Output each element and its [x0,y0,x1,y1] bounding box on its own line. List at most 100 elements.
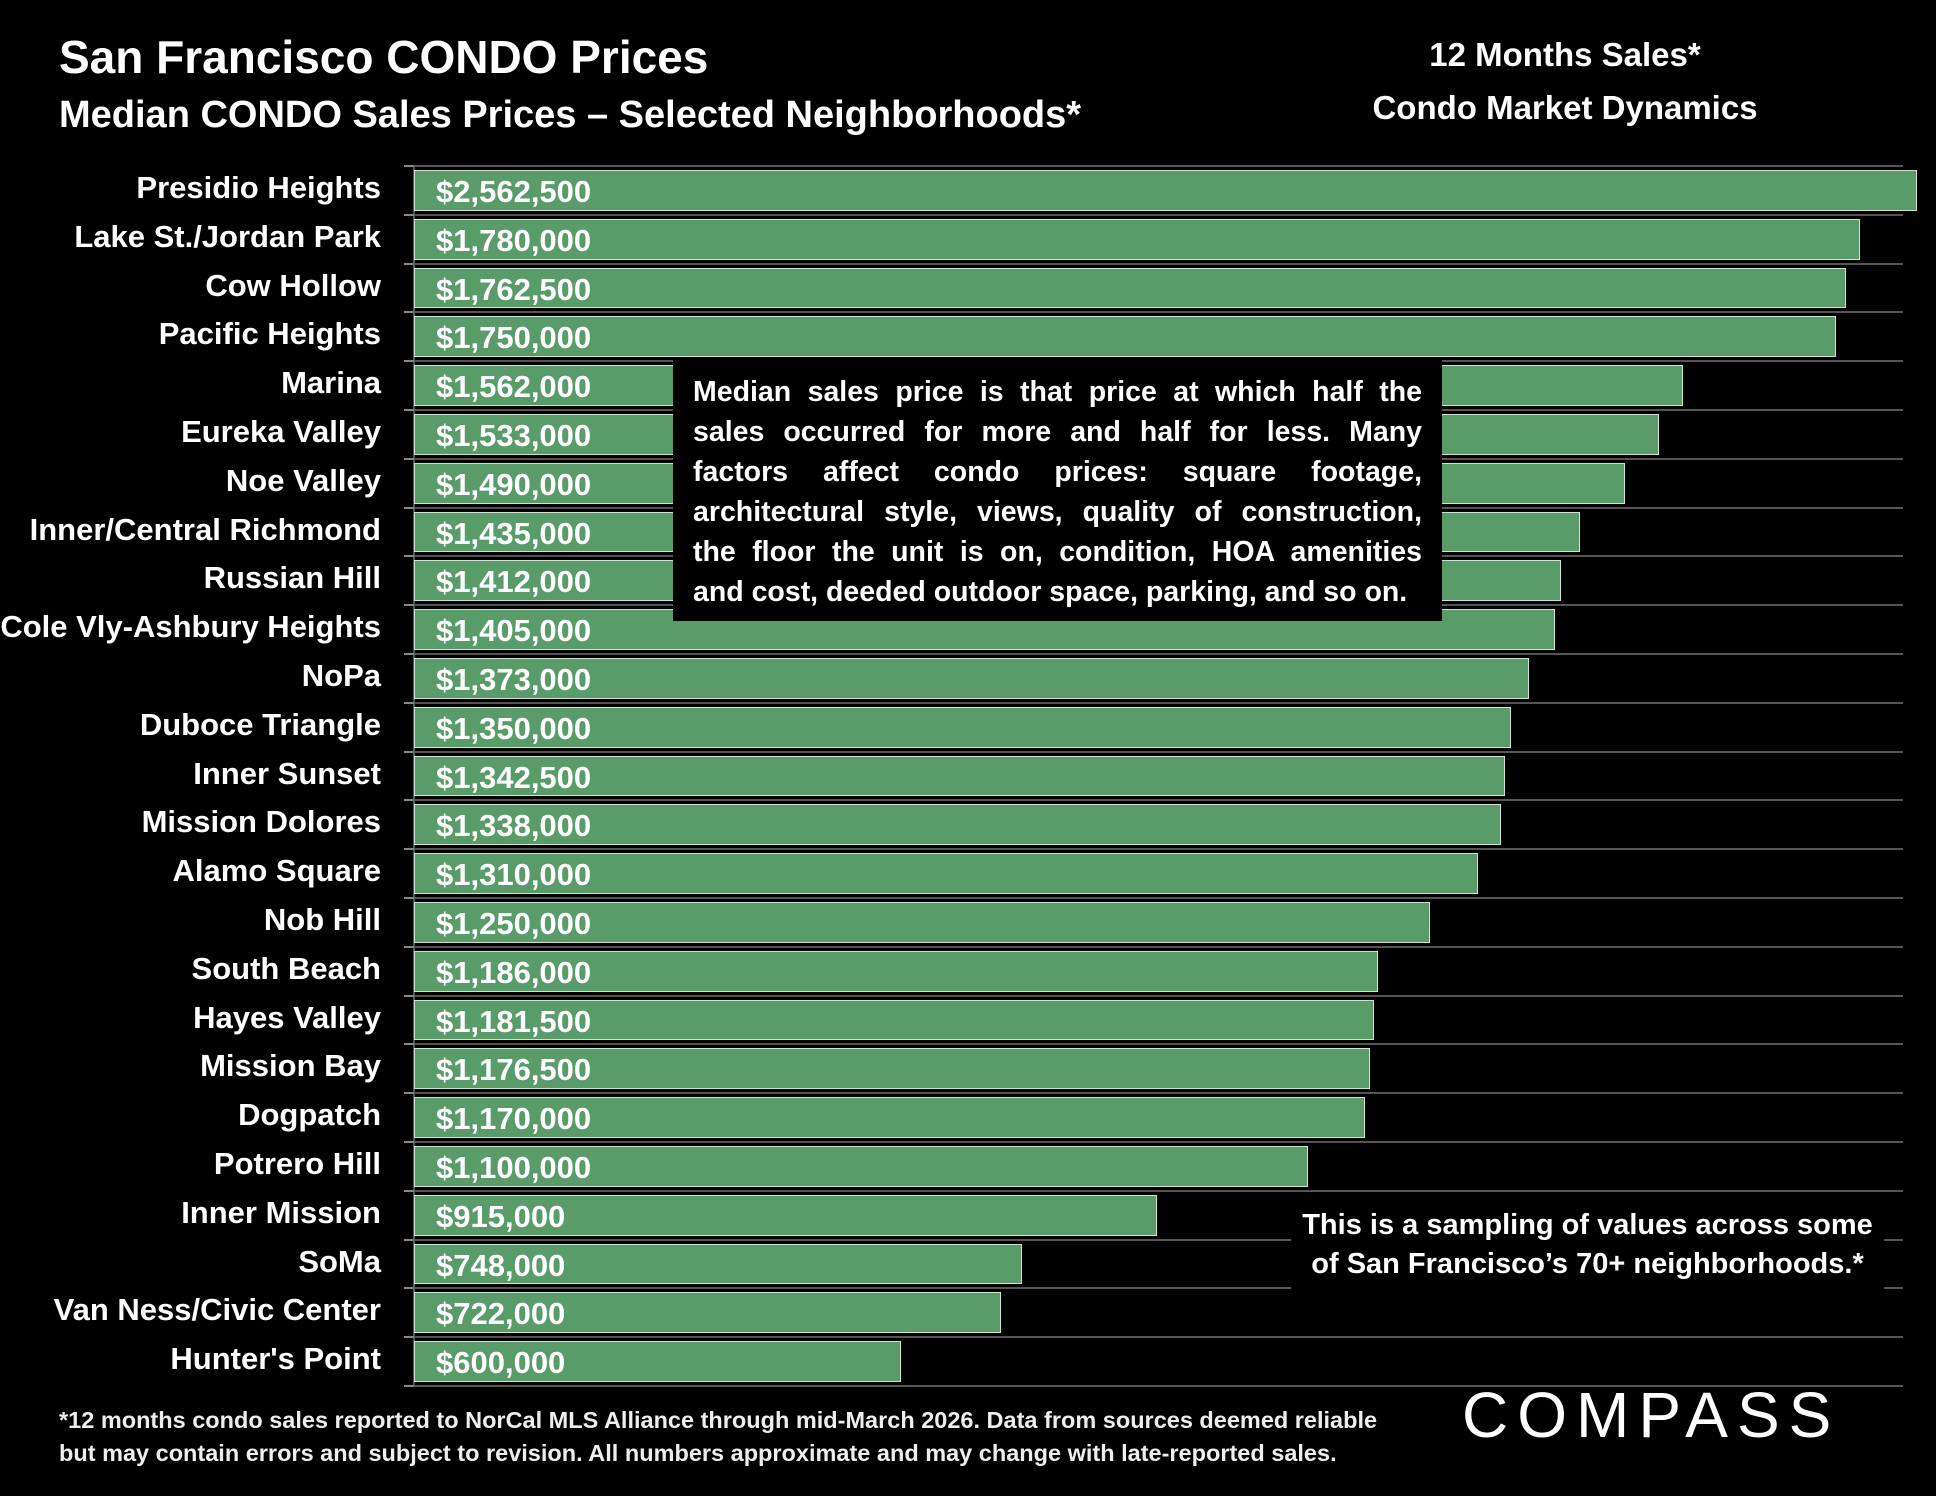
category-label: Cow Hollow [205,267,381,303]
category-label: Presidio Heights [136,170,381,205]
bar [414,1243,1022,1285]
axis-tick [404,262,414,265]
note-line: architectural style, views, quality of c… [693,496,1422,528]
bar-value-label: $1,412,000 [436,564,592,600]
category-label: Marina [281,365,381,401]
bar [414,804,1502,846]
axis-tick [404,409,414,411]
gridline [414,1238,1903,1241]
bar [414,1146,1308,1187]
footnote-line: but may contain errors and subject to re… [59,1440,1337,1466]
note-line: and cost, deeded outdoor space, parking,… [693,576,1408,608]
bar [414,267,1846,309]
axis-tick [404,848,414,851]
bar-value-label: $600,000 [436,1345,566,1381]
axis-tick [404,604,414,607]
axis-tick [404,457,414,460]
bar-value-label: $1,435,000 [436,515,592,551]
gridline [414,1385,1903,1387]
category-label: Russian Hill [203,560,381,596]
bar-value-label: $748,000 [436,1247,566,1283]
bar [414,853,1479,894]
category-label: Pacific Heights [158,316,381,352]
category-label: Potrero Hill [213,1146,381,1181]
category-label: Hunter's Point [170,1341,381,1377]
axis-tick [404,1141,414,1143]
bar-value-label: $722,000 [436,1296,566,1332]
gridline [414,1189,1903,1192]
gridline [414,1336,1903,1339]
gridline [414,1043,1903,1046]
gridline [414,653,1903,655]
gridline [414,311,1903,314]
bar-value-label: $1,310,000 [436,857,592,893]
bar-value-label: $1,780,000 [436,222,592,258]
bar-value-label: $1,350,000 [436,710,592,746]
axis-tick [404,1043,414,1046]
bar-value-label: $1,100,000 [436,1150,592,1185]
gridline [414,262,1903,265]
axis-tick [404,311,414,314]
gridline [414,848,1903,851]
bar [414,1292,1001,1334]
market-heading: Condo Market Dynamics [1372,89,1758,126]
note-line: the floor the unit is on, condition, HOA… [693,536,1422,568]
bar-value-label: $1,250,000 [436,906,592,941]
category-label: Eureka Valley [181,414,381,449]
compass-logo: COMPASS [1462,1379,1841,1451]
bar-value-label: $1,181,500 [436,1003,592,1039]
category-label: Inner/Central Richmond [29,511,381,547]
category-label: Cole Vly-Ashbury Heights [0,609,381,645]
axis-tick [404,360,414,363]
bar-value-label: $1,342,500 [436,759,592,795]
bar-value-label: $1,373,000 [436,662,592,697]
axis-tick [404,1189,414,1192]
bar-value-label: $2,562,500 [436,174,592,209]
gridline [414,750,1903,753]
axis-tick [404,1385,414,1387]
gridline [414,945,1903,948]
gridline [414,165,1903,167]
category-label: Noe Valley [225,462,381,498]
axis-tick [404,897,414,899]
bar-value-label: $1,186,000 [436,954,592,990]
chart-subtitle: Median CONDO Sales Prices – Selected Nei… [59,94,1082,136]
axis-tick [404,799,414,802]
gridline [414,799,1903,802]
bar-value-label: $1,176,500 [436,1052,592,1088]
note-line: Median sales price is that price at whic… [693,376,1422,408]
bar-value-label: $915,000 [436,1198,566,1234]
category-label: Dogpatch [238,1097,381,1133]
category-label: Inner Sunset [193,755,381,791]
note-line: factors affect condo prices: square foot… [693,456,1422,488]
sampling-line: This is a sampling of values across some [1302,1209,1873,1241]
gridline [414,213,1903,216]
bar [414,902,1430,943]
bar-value-label: $1,750,000 [436,320,592,356]
gridline [414,701,1903,704]
axis-tick [404,506,414,509]
sampling-line: of San Francisco’s 70+ neighborhoods.* [1311,1248,1864,1280]
bar [414,218,1861,260]
axis-tick [404,555,414,558]
axis-tick [404,1092,414,1095]
bar [414,316,1836,358]
category-label: Alamo Square [172,853,381,889]
category-label: NoPa [301,658,381,693]
bar-value-label: $1,170,000 [436,1101,592,1137]
category-label: Duboce Triangle [139,706,381,742]
bar-value-label: $1,490,000 [436,466,592,502]
bar [414,950,1378,992]
bar [414,706,1511,748]
category-label: Mission Bay [200,1048,381,1084]
footnote: *12 months condo sales reported to NorCa… [59,1404,1377,1470]
bar [414,658,1530,699]
bar [414,1341,902,1382]
axis-tick [404,994,414,997]
category-label: Hayes Valley [193,999,381,1035]
gridline [414,994,1903,997]
category-label: Mission Dolores [141,804,381,840]
bar [414,999,1374,1041]
footnote-line: *12 months condo sales reported to NorCa… [59,1407,1378,1433]
axis-tick [404,1238,414,1241]
